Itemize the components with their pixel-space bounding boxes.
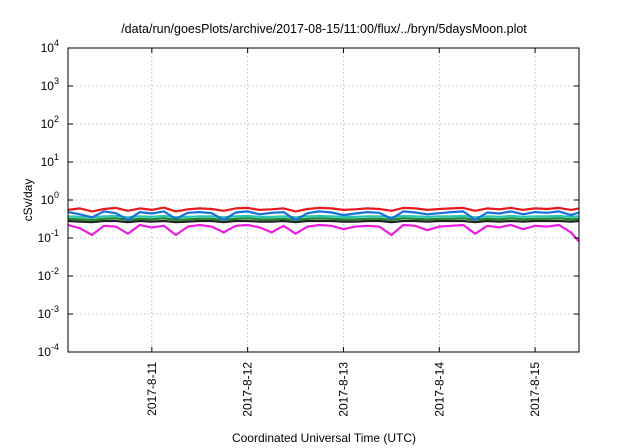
y-tick-label: 10-3	[38, 304, 59, 321]
y-tick-label: 10-1	[38, 228, 59, 245]
series-group	[67, 206, 580, 243]
y-axis-ticks: 104 103 102 101 100 10-1 10-2 10-3 10-4	[38, 38, 579, 359]
y-tick-label: 102	[41, 114, 59, 131]
y-axis-label: cSv/day	[21, 179, 35, 222]
x-axis-label: Coordinated Universal Time (UTC)	[232, 431, 416, 445]
grid-lines	[68, 48, 579, 352]
y-tick-label: 101	[41, 152, 59, 169]
y-tick-label: 104	[41, 38, 59, 55]
y-tick-label: 10-2	[38, 266, 59, 283]
x-axis-ticks: 2017-8-11 2017-8-12 2017-8-13 2017-8-14 2017…	[145, 48, 542, 417]
x-tick-label: 2017-8-15	[528, 362, 542, 417]
x-tick-label: 2017-8-13	[336, 362, 350, 417]
x-tick-label: 2017-8-11	[145, 362, 159, 416]
series-line-1	[67, 210, 580, 221]
series-line-0	[67, 206, 580, 213]
series-line-2	[67, 214, 580, 219]
series-line-4	[67, 219, 580, 224]
series-line-5	[67, 223, 580, 243]
y-tick-label: 103	[41, 76, 59, 93]
chart-title: /data/run/goesPlots/archive/2017-08-15/1…	[121, 22, 527, 36]
series-line-3	[67, 217, 580, 221]
x-tick-label: 2017-8-14	[432, 362, 446, 417]
y-tick-label: 10-4	[38, 342, 59, 359]
y-tick-label: 100	[41, 190, 59, 207]
x-tick-label: 2017-8-12	[241, 362, 255, 417]
